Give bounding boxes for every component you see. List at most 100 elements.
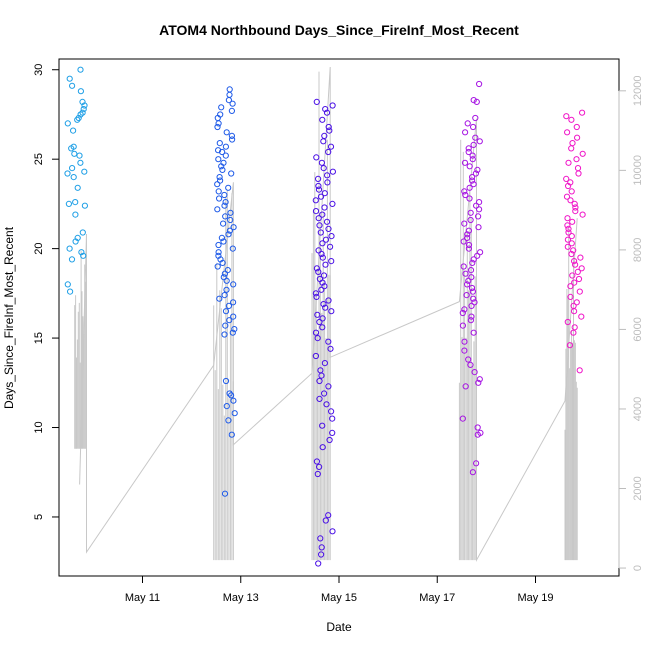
data-point bbox=[469, 177, 476, 184]
secondary-y-tick-label: 0 bbox=[632, 565, 644, 571]
data-point bbox=[223, 277, 230, 284]
data-point bbox=[469, 469, 476, 476]
data-point bbox=[469, 259, 476, 266]
data-point bbox=[328, 258, 335, 265]
data-point bbox=[225, 417, 232, 424]
data-point bbox=[226, 91, 233, 98]
data-point bbox=[77, 66, 84, 73]
data-point bbox=[474, 424, 481, 431]
y-tick-label: 5 bbox=[33, 514, 45, 520]
data-point bbox=[325, 225, 332, 232]
data-point bbox=[564, 129, 571, 136]
data-point bbox=[74, 184, 81, 191]
data-point bbox=[472, 170, 479, 177]
data-point bbox=[320, 138, 327, 145]
data-point bbox=[326, 127, 333, 134]
data-point bbox=[476, 199, 483, 206]
data-point bbox=[222, 213, 229, 220]
data-point bbox=[220, 220, 227, 227]
data-point bbox=[460, 263, 467, 270]
data-point bbox=[71, 150, 78, 157]
data-point bbox=[313, 458, 320, 465]
data-point bbox=[225, 231, 232, 238]
y-tick-label: 15 bbox=[33, 332, 45, 344]
data-point bbox=[68, 256, 76, 263]
data-point bbox=[221, 191, 228, 199]
data-point bbox=[568, 188, 575, 195]
data-point bbox=[476, 376, 483, 383]
data-point bbox=[312, 352, 319, 360]
data-point bbox=[567, 293, 574, 300]
data-point bbox=[574, 268, 581, 275]
data-point bbox=[469, 152, 476, 159]
y-tick-label: 30 bbox=[33, 64, 45, 76]
data-point bbox=[571, 279, 578, 286]
data-point bbox=[573, 156, 580, 163]
data-point bbox=[319, 211, 326, 218]
data-point bbox=[475, 213, 482, 220]
data-point bbox=[226, 390, 233, 397]
data-point bbox=[225, 302, 232, 309]
data-point bbox=[318, 286, 325, 293]
data-point bbox=[323, 218, 331, 225]
data-point bbox=[327, 345, 334, 352]
data-point bbox=[328, 408, 335, 415]
data-point bbox=[315, 268, 322, 275]
data-point bbox=[573, 123, 580, 131]
data-point bbox=[569, 272, 576, 279]
data-point bbox=[461, 159, 469, 166]
data-point bbox=[319, 116, 326, 123]
data-point bbox=[323, 109, 331, 116]
data-point bbox=[566, 342, 574, 349]
data-point bbox=[80, 252, 87, 259]
data-point bbox=[328, 308, 335, 315]
data-point bbox=[220, 238, 227, 245]
data-point bbox=[468, 302, 475, 309]
data-point bbox=[574, 165, 582, 172]
data-point bbox=[216, 295, 223, 302]
data-point bbox=[69, 82, 76, 89]
data-point bbox=[321, 390, 328, 397]
data-point bbox=[218, 104, 225, 111]
data-point bbox=[579, 109, 586, 116]
data-point bbox=[219, 166, 226, 173]
data-point bbox=[579, 150, 586, 157]
data-point bbox=[222, 199, 229, 206]
data-point bbox=[465, 241, 473, 249]
data-point bbox=[465, 277, 472, 284]
data-point bbox=[226, 227, 233, 234]
data-point bbox=[217, 177, 224, 184]
data-point bbox=[320, 272, 328, 279]
data-point bbox=[313, 154, 320, 161]
data-point bbox=[325, 148, 332, 156]
data-point bbox=[72, 238, 79, 245]
data-point bbox=[322, 304, 329, 311]
data-point bbox=[314, 335, 321, 342]
data-point bbox=[219, 148, 226, 156]
data-point bbox=[318, 250, 325, 258]
data-point bbox=[471, 369, 478, 376]
data-point bbox=[564, 318, 571, 326]
data-point bbox=[229, 136, 236, 143]
data-point bbox=[470, 97, 477, 104]
data-point bbox=[320, 165, 327, 172]
data-point bbox=[230, 313, 237, 320]
data-point bbox=[81, 202, 89, 209]
data-point bbox=[577, 254, 584, 261]
data-point bbox=[469, 174, 476, 181]
data-point bbox=[215, 120, 222, 127]
data-point bbox=[467, 267, 475, 274]
data-point bbox=[572, 204, 579, 211]
data-point bbox=[314, 470, 321, 478]
data-point bbox=[318, 372, 325, 379]
data-point bbox=[465, 148, 472, 156]
data-point bbox=[467, 361, 474, 368]
data-point bbox=[222, 322, 229, 329]
data-point bbox=[227, 216, 234, 224]
data-point bbox=[230, 281, 237, 288]
data-point bbox=[563, 175, 570, 182]
data-point bbox=[321, 360, 328, 367]
data-point bbox=[322, 517, 329, 524]
data-point bbox=[313, 265, 320, 272]
